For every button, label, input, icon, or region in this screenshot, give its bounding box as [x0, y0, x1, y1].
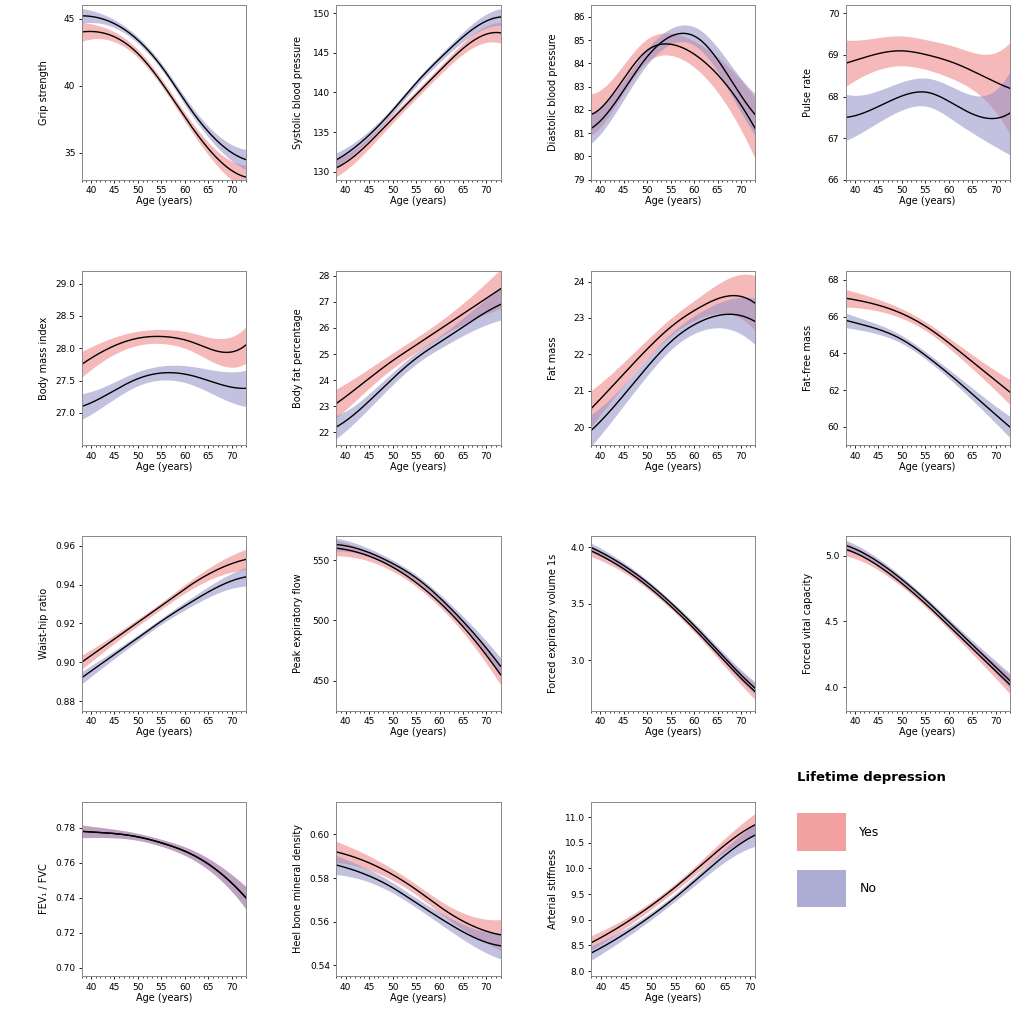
X-axis label: Age (years): Age (years)	[899, 462, 955, 472]
X-axis label: Age (years): Age (years)	[136, 196, 192, 206]
X-axis label: Age (years): Age (years)	[899, 196, 955, 206]
Text: No: No	[859, 882, 875, 895]
X-axis label: Age (years): Age (years)	[136, 462, 192, 472]
X-axis label: Age (years): Age (years)	[390, 196, 446, 206]
Bar	[796, 814, 845, 851]
Y-axis label: Forced expiratory volume 1s: Forced expiratory volume 1s	[547, 554, 557, 694]
Y-axis label: Pulse rate: Pulse rate	[802, 68, 812, 117]
Y-axis label: Arterial stiffness: Arterial stiffness	[547, 849, 557, 930]
Y-axis label: Fat-free mass: Fat-free mass	[802, 324, 812, 391]
Text: Yes: Yes	[859, 826, 878, 839]
Y-axis label: Waist-hip ratio: Waist-hip ratio	[39, 588, 49, 659]
X-axis label: Age (years): Age (years)	[644, 727, 700, 737]
X-axis label: Age (years): Age (years)	[644, 462, 700, 472]
Y-axis label: Heel bone mineral density: Heel bone mineral density	[293, 825, 303, 954]
Y-axis label: Peak expiratory flow: Peak expiratory flow	[293, 574, 303, 673]
X-axis label: Age (years): Age (years)	[390, 462, 446, 472]
Text: Lifetime depression: Lifetime depression	[796, 771, 945, 784]
Y-axis label: Systolic blood pressure: Systolic blood pressure	[293, 36, 303, 148]
Y-axis label: Body fat percentage: Body fat percentage	[293, 308, 303, 408]
X-axis label: Age (years): Age (years)	[644, 196, 700, 206]
X-axis label: Age (years): Age (years)	[644, 993, 700, 1003]
X-axis label: Age (years): Age (years)	[390, 727, 446, 737]
Y-axis label: Fat mass: Fat mass	[547, 337, 557, 379]
Bar	[796, 870, 845, 907]
X-axis label: Age (years): Age (years)	[390, 993, 446, 1003]
Y-axis label: Forced vital capacity: Forced vital capacity	[802, 573, 812, 674]
Y-axis label: FEV₁ / FVC: FEV₁ / FVC	[39, 863, 49, 914]
X-axis label: Age (years): Age (years)	[136, 993, 192, 1003]
Y-axis label: Grip strength: Grip strength	[39, 60, 49, 125]
Y-axis label: Body mass index: Body mass index	[39, 316, 49, 400]
X-axis label: Age (years): Age (years)	[136, 727, 192, 737]
Y-axis label: Diastolic blood pressure: Diastolic blood pressure	[547, 34, 557, 152]
X-axis label: Age (years): Age (years)	[899, 727, 955, 737]
